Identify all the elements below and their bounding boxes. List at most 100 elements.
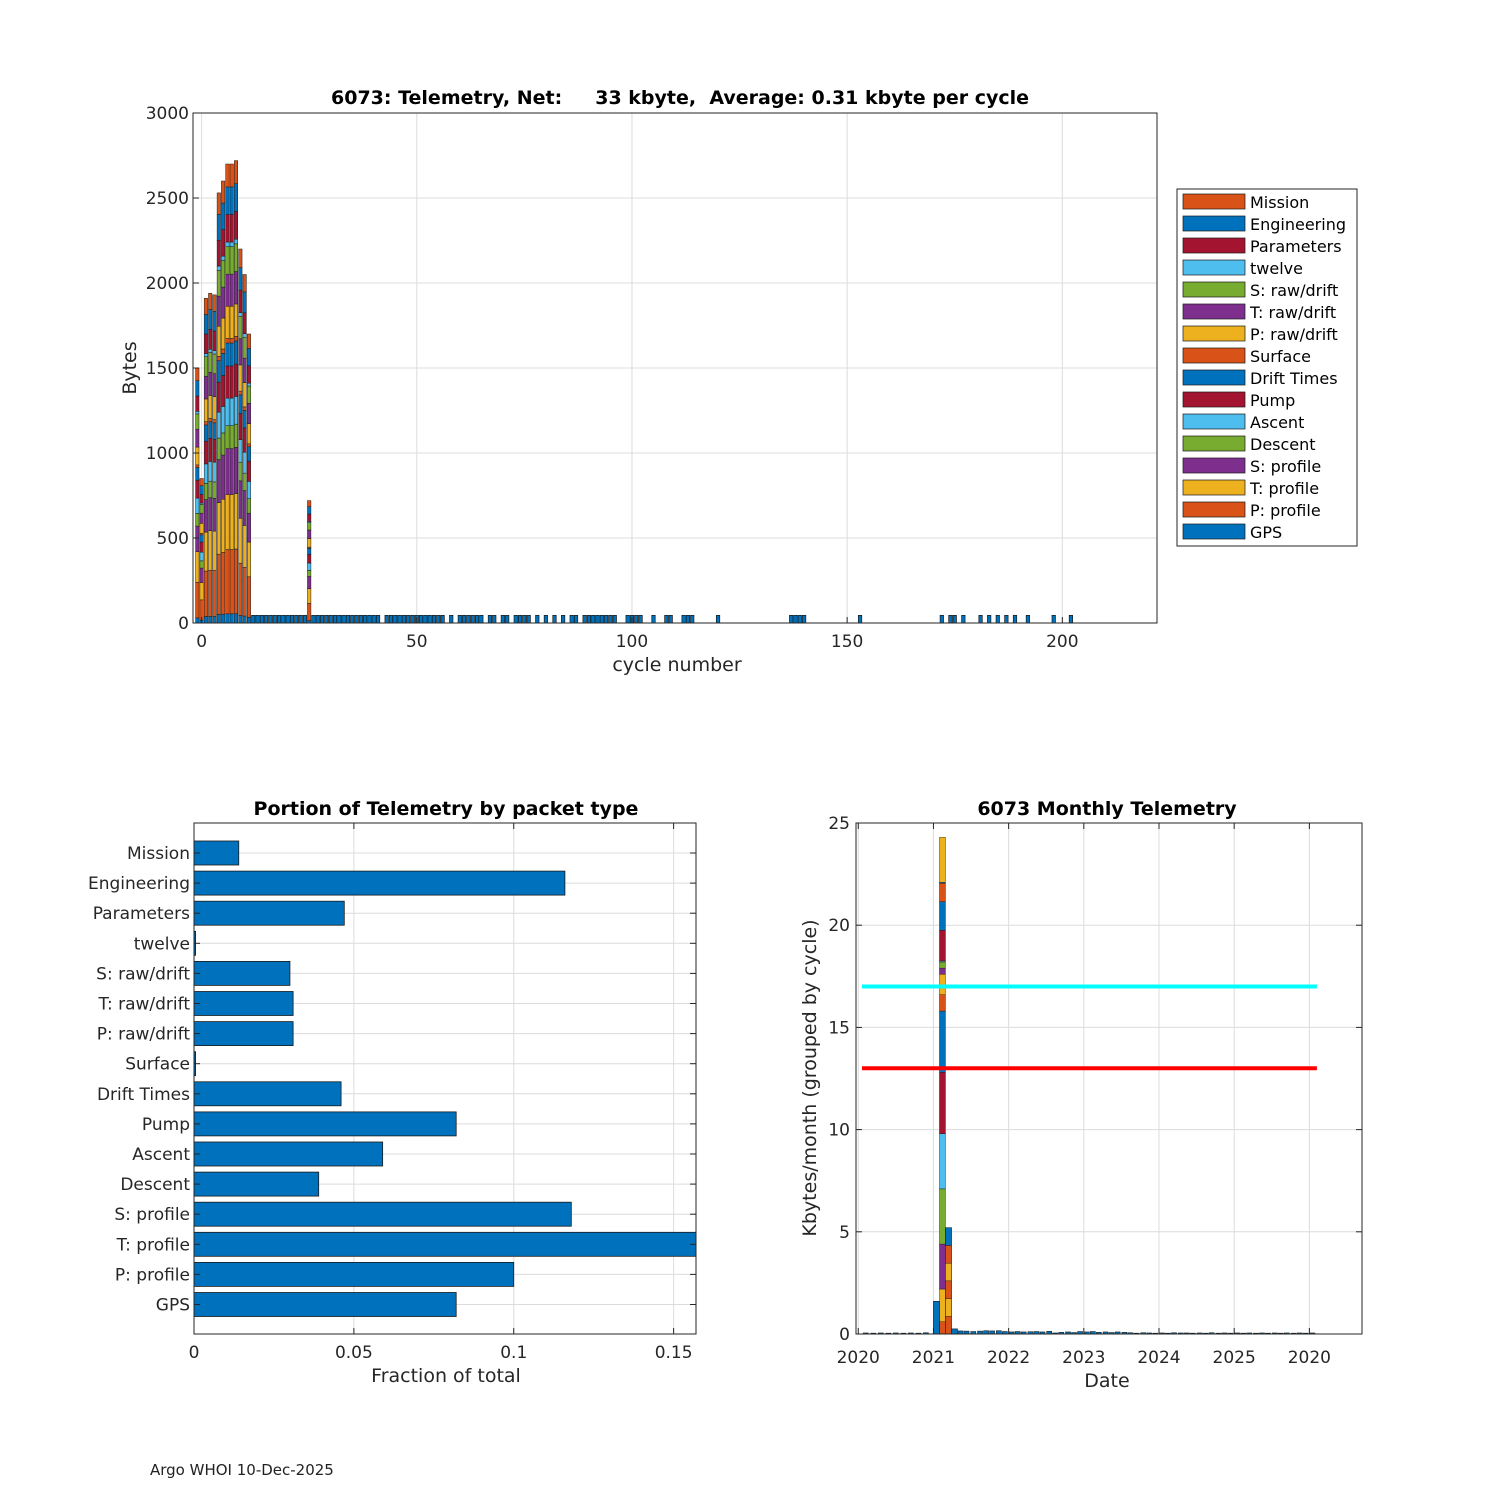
monthly-stack-segment (939, 1188, 946, 1245)
cycle-bar-gps (987, 614, 992, 624)
fraction-bar (193, 900, 345, 926)
cycle-bar-segment (216, 325, 221, 357)
cycle-bar-segment (229, 241, 234, 247)
cycle-bar-segment (229, 246, 234, 275)
cycle-bar-segment (208, 497, 213, 531)
legend-swatch (1182, 259, 1246, 276)
cycle-bar-gps (715, 614, 721, 624)
cycle-bar-gps (492, 614, 497, 624)
legend-swatch (1182, 391, 1246, 408)
cycle-bar-gps (526, 614, 531, 624)
cycle-bar-segment (307, 538, 312, 548)
cycle-bar-gps (332, 614, 338, 624)
legend-swatch (1182, 281, 1246, 298)
cycle-bar-gps (1068, 614, 1074, 624)
cycle-bar-segment (208, 395, 213, 419)
fraction-x-tick-label: 0.05 (335, 1343, 373, 1363)
footer-credit: Argo WHOI 10-Dec-2025 (150, 1461, 334, 1479)
cycle-bar-gps (462, 614, 467, 624)
cycle-bar-gps (328, 614, 333, 624)
monthly-chart-ylabel: Kbytes/month (grouped by cycle) (799, 919, 821, 1236)
cycle-bar-segment (246, 460, 251, 482)
cycle-x-tick-label: 200 (1046, 632, 1078, 652)
cycle-bar-gps (298, 614, 303, 624)
cycle-bar-gps (604, 614, 609, 624)
cycle-bar-segment (238, 615, 243, 624)
cycle-bar-segment (234, 548, 239, 615)
cycle-bar-segment (246, 446, 251, 462)
cycle-bar-gps (517, 614, 523, 624)
cycle-bar-segment (238, 289, 243, 313)
monthly-y-tick-label: 15 (828, 1018, 850, 1038)
fraction-bar (193, 1081, 342, 1107)
cycle-bar-gps (277, 614, 282, 624)
cycle-y-tick-label: 2000 (146, 274, 189, 294)
cycle-bar-gps (948, 614, 953, 624)
cycle-bar-segment (208, 349, 213, 353)
cycle-bar-segment (195, 367, 200, 381)
cycle-bar-gps (449, 614, 454, 624)
cycle-bar-gps (543, 614, 548, 624)
cycle-bar-segment (221, 353, 226, 376)
cycle-bar-gps (375, 614, 381, 624)
cycle-bar-segment (221, 406, 226, 434)
cycle-bar-segment (221, 229, 226, 257)
cycle-bar-segment (199, 504, 204, 514)
cycle-bar-gps (569, 614, 574, 624)
fraction-chart-grid (193, 823, 696, 1334)
cycle-bar-gps (668, 614, 673, 624)
cycle-bar-segment (229, 613, 234, 624)
cycle-bar-segment (242, 336, 247, 359)
legend-label: P: raw/drift (1250, 325, 1338, 344)
cycle-bar-gps (419, 614, 424, 624)
cycle-bar-gps (586, 614, 592, 624)
cycle-bar-gps (505, 614, 510, 624)
cycle-bar-gps (638, 614, 643, 624)
monthly-stack-segment (939, 930, 946, 962)
cycle-bar-gps (289, 614, 295, 624)
cycle-bar-segment (212, 419, 217, 424)
legend-swatch (1182, 215, 1246, 232)
cycle-x-tick-label: 100 (616, 632, 648, 652)
cycle-bar-segment (216, 239, 221, 267)
cycle-bar-segment (216, 614, 221, 624)
monthly-bar-large (933, 1300, 940, 1335)
cycle-bar-segment (221, 348, 226, 354)
cycle-bar-segment (195, 581, 200, 619)
cycle-bar-segment (242, 357, 247, 383)
legend-label: Ascent (1250, 413, 1304, 432)
cycle-bar-segment (234, 423, 239, 448)
cycle-bar-segment (195, 617, 200, 624)
cycle-bar-segment (203, 298, 208, 315)
legend-swatch (1182, 303, 1246, 320)
legend-label: P: profile (1250, 501, 1321, 520)
cycle-bar-segment (212, 461, 217, 483)
cycle-bar-segment (225, 246, 230, 275)
cycle-bar-gps (406, 614, 411, 624)
cycle-bar-gps (363, 614, 368, 624)
monthly-bar-large-segment (945, 1227, 952, 1246)
cycle-bar-segment (246, 481, 251, 499)
cycle-bar-segment (212, 616, 217, 624)
cycle-bar-segment (225, 214, 230, 243)
cycle-bar-segment (203, 570, 208, 617)
cycle-bar-segment (208, 616, 213, 624)
cycle-bar-segment (234, 303, 239, 337)
cycle-bar-gps (440, 614, 445, 624)
fraction-category-label: Parameters (93, 904, 190, 924)
cycle-bar-segment (195, 411, 200, 415)
cycle-bar-gps (388, 614, 394, 624)
cycle-bar-segment (229, 448, 234, 495)
cycle-bar-gps (995, 614, 1000, 624)
cycle-bar-segment (234, 396, 239, 425)
cycle-bar-gps (690, 614, 695, 624)
cycle-bar-gps (337, 614, 342, 624)
cycle-bar-segment (199, 485, 204, 495)
cycle-bar-segment (307, 562, 312, 571)
cycle-bar-segment (221, 202, 226, 230)
cycle-bar-segment (221, 180, 226, 204)
monthly-x-tick-label: 2022 (987, 1348, 1030, 1368)
monthly-x-tick-label: 2020 (1288, 1348, 1331, 1368)
cycle-bar-gps (664, 614, 669, 624)
